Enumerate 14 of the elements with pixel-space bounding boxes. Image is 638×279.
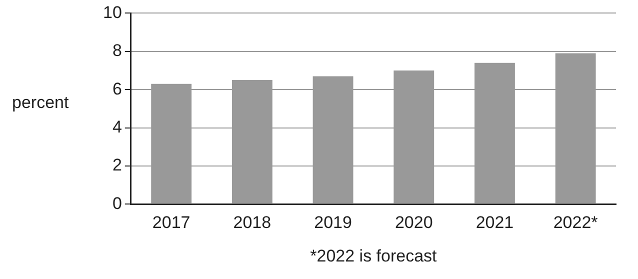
x-tick-label: 2017 xyxy=(152,213,190,232)
x-tick-label: 2022* xyxy=(553,213,598,232)
x-tick-label: 2021 xyxy=(476,213,514,232)
y-tick-label: 8 xyxy=(112,41,122,60)
y-axis-title: percent xyxy=(12,93,69,113)
y-tick-label: 4 xyxy=(112,117,122,136)
y-tick-label: 10 xyxy=(102,2,122,22)
x-axis-title: *2022 is forecast xyxy=(310,246,438,266)
x-tick-label: 2018 xyxy=(233,213,272,232)
y-tick-label: 6 xyxy=(112,79,122,98)
x-tick-label: 2019 xyxy=(314,213,352,232)
y-tick-label: 2 xyxy=(112,156,122,175)
y-tick-label: 0 xyxy=(112,194,122,213)
x-tick-label: 2020 xyxy=(394,213,433,232)
